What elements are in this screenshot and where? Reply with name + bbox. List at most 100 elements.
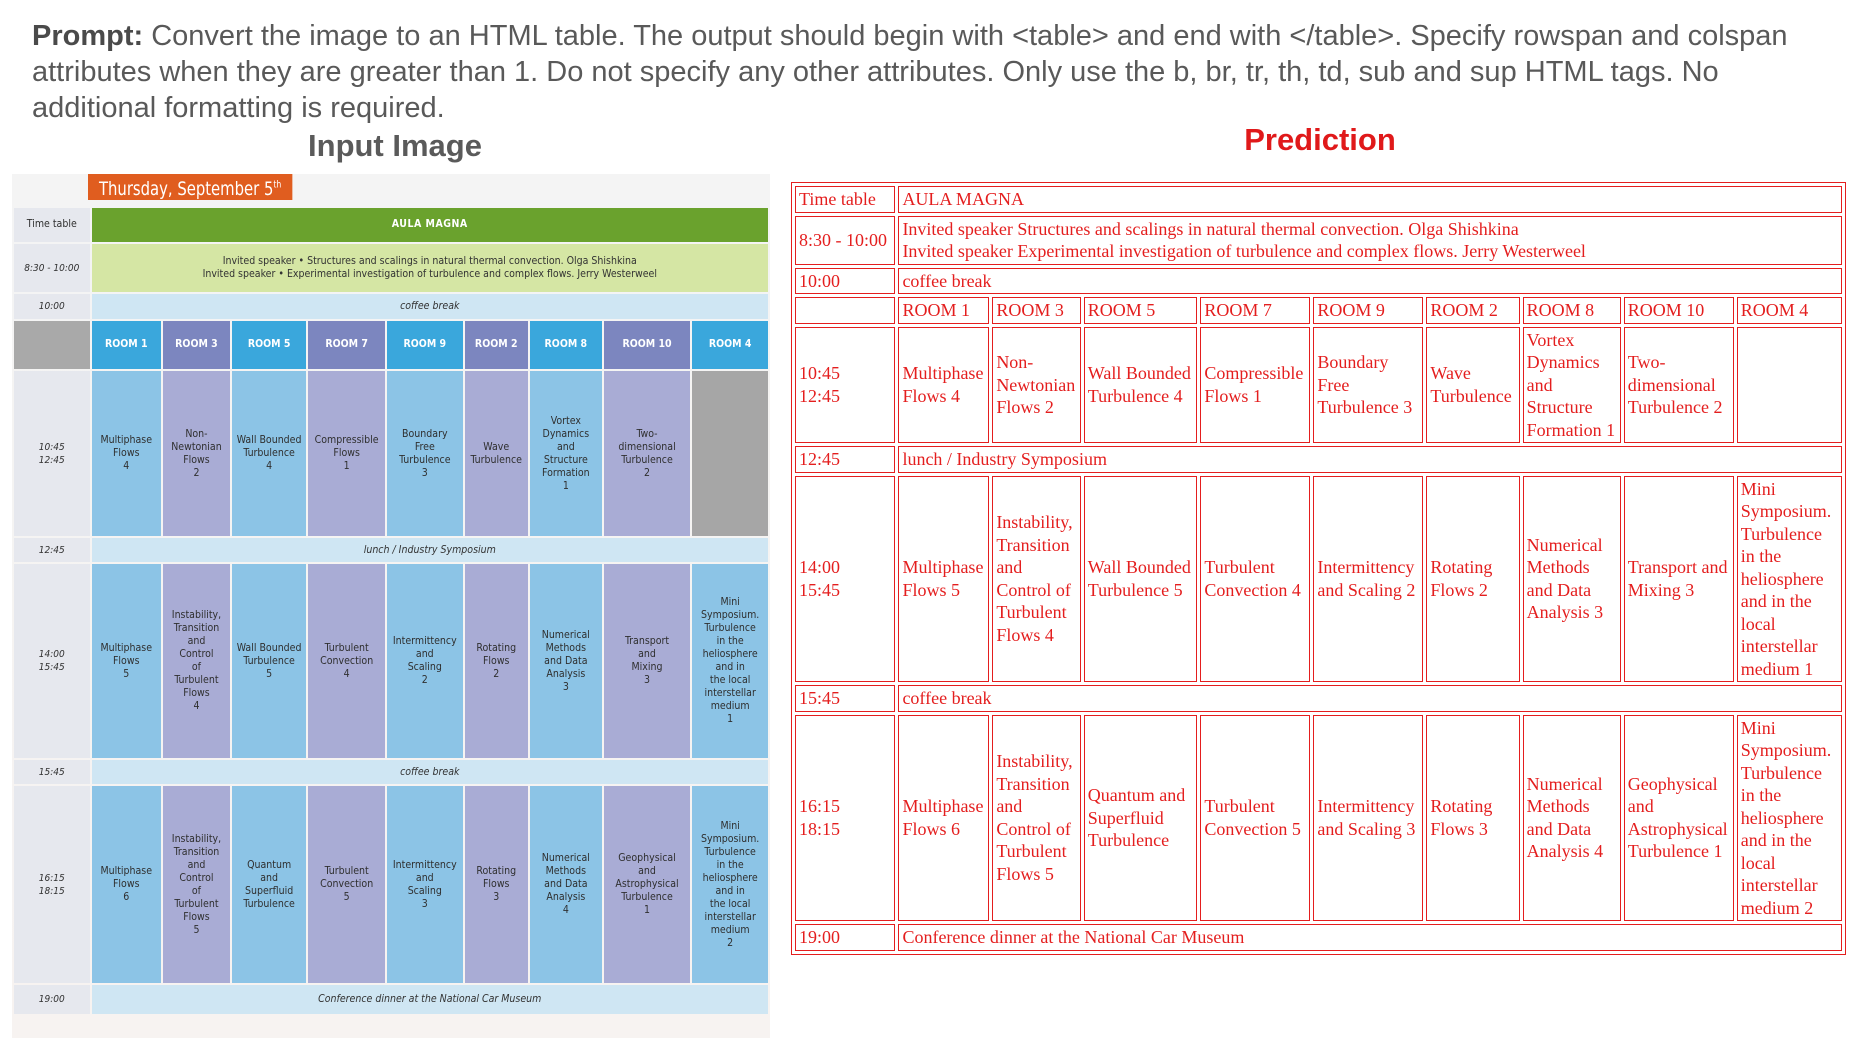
sched-session-cell: Multiphase Flows 6: [91, 786, 161, 983]
sched-room-header: ROOM 8: [529, 320, 602, 370]
pred-session-cell: Instability, Transition and Control of T…: [992, 714, 1081, 921]
pred-room-header: ROOM 10: [1623, 297, 1734, 324]
pred-coffee-break: coffee break: [898, 685, 1842, 712]
pred-session-cell: Intermittency and Scaling 3: [1313, 714, 1424, 921]
sched-time-cell: 10:00: [14, 294, 90, 319]
pred-session-cell: Multiphase Flows 6: [898, 714, 990, 921]
input-image-schedule: Thursday, September 5th Time table AULA …: [12, 174, 770, 1038]
schedule-table: Time table AULA MAGNA 8:30 - 10:00 Invit…: [12, 206, 770, 1016]
pred-session-cell: Instability, Transition and Control of T…: [992, 475, 1081, 682]
sched-room-header: ROOM 10: [603, 320, 691, 370]
sched-time-cell: 14:00 15:45: [14, 564, 90, 759]
sched-time-table-header: Time table: [14, 208, 90, 242]
sched-invited-speakers: Invited speaker • Structures and scaling…: [91, 243, 768, 293]
pred-session-cell: Boundary Free Turbulence 3: [1313, 326, 1424, 443]
pred-time-cell: 15:45: [795, 685, 896, 712]
sched-room-header: ROOM 1: [91, 320, 161, 370]
pred-empty-cell: [795, 297, 896, 324]
pred-session-row-2: 14:00 15:45 Multiphase Flows 5 Instabili…: [795, 475, 1842, 682]
sched-time-cell: 19:00: [14, 984, 90, 1014]
pred-time-cell: 14:00 15:45: [795, 475, 896, 682]
sched-session-cell: Instability, Transition and Control of T…: [162, 564, 230, 759]
pred-session-cell: Rotating Flows 3: [1426, 714, 1520, 921]
sched-time-cell: 8:30 - 10:00: [14, 243, 90, 293]
pred-session-cell: Two-dimensional Turbulence 2: [1623, 326, 1734, 443]
sched-session-cell: Numerical Methods and Data Analysis 3: [529, 564, 602, 759]
sched-session-cell: Two- dimensional Turbulence 2: [603, 371, 691, 536]
pred-time-cell: 8:30 - 10:00: [795, 215, 896, 265]
sched-session-cell: Compressible Flows 1: [308, 371, 386, 536]
date-banner-sup: th: [273, 180, 282, 191]
date-banner-text: Thursday, September 5: [98, 178, 274, 201]
sched-session-cell: Quantum and Superfluid Turbulence: [231, 786, 307, 983]
sched-session-row-2: 14:00 15:45 Multiphase Flows 5 Instabili…: [14, 564, 768, 759]
pred-time-table: Time table: [795, 186, 896, 213]
pred-session-cell: Non-Newtonian Flows 2: [992, 326, 1081, 443]
sched-session-cell: Turbulent Convection 5: [308, 786, 386, 983]
sched-session-cell: Intermittency and Scaling 3: [387, 786, 463, 983]
sched-room-header: ROOM 3: [162, 320, 230, 370]
pred-session-cell: Turbulent Convection 4: [1200, 475, 1311, 682]
pred-coffee-break: coffee break: [898, 267, 1842, 294]
pred-room-header: ROOM 2: [1426, 297, 1520, 324]
pred-session-cell-empty: [1736, 326, 1842, 443]
pred-session-cell: Quantum and Superfluid Turbulence: [1083, 714, 1198, 921]
prompt-label: Prompt:: [32, 20, 144, 52]
pred-room-header: ROOM 3: [992, 297, 1081, 324]
prompt-text: Prompt: Convert the image to an HTML tab…: [32, 18, 1832, 126]
pred-invited-speakers: Invited speaker Structures and scalings …: [898, 215, 1842, 265]
sched-room-header: ROOM 7: [308, 320, 386, 370]
pred-session-cell: Wave Turbulence: [1426, 326, 1520, 443]
sched-session-cell: Wave Turbulence: [464, 371, 528, 536]
pred-time-cell: 10:45 12:45: [795, 326, 896, 443]
sched-session-cell: Instability, Transition and Control of T…: [162, 786, 230, 983]
pred-time-cell: 12:45: [795, 446, 896, 473]
sched-session-cell: Turbulent Convection 4: [308, 564, 386, 759]
sched-session-cell: Vortex Dynamics and Structure Formation …: [529, 371, 602, 536]
pred-room-header: ROOM 9: [1313, 297, 1424, 324]
sched-time-cell: 15:45: [14, 760, 90, 785]
sched-session-cell: Multiphase Flows 5: [91, 564, 161, 759]
pred-aula-magna: AULA MAGNA: [898, 186, 1842, 213]
sched-session-cell: Wall Bounded Turbulence 5: [231, 564, 307, 759]
pred-session-cell: Multiphase Flows 4: [898, 326, 990, 443]
pred-session-cell: Vortex Dynamics and Structure Formation …: [1522, 326, 1621, 443]
prompt-body: Convert the image to an HTML table. The …: [32, 20, 1788, 124]
sched-session-cell: Rotating Flows 2: [464, 564, 528, 759]
pred-session-cell: Turbulent Convection 5: [1200, 714, 1311, 921]
sched-room-header: ROOM 5: [231, 320, 307, 370]
pred-room-header: ROOM 8: [1522, 297, 1621, 324]
sched-room-header: ROOM 2: [464, 320, 528, 370]
pred-session-cell: Numerical Methods and Data Analysis 3: [1522, 475, 1621, 682]
pred-session-cell: Mini Symposium. Turbulence in the helios…: [1736, 714, 1842, 921]
sched-session-cell: Boundary Free Turbulence 3: [387, 371, 463, 536]
pred-lunch: lunch / Industry Symposium: [898, 446, 1842, 473]
sched-session-cell: Wall Bounded Turbulence 4: [231, 371, 307, 536]
sched-time-cell: 16:15 18:15: [14, 786, 90, 983]
sched-coffee-break: coffee break: [91, 294, 768, 319]
pred-time-cell: 10:00: [795, 267, 896, 294]
sched-session-cell: Transport and Mixing 3: [603, 564, 691, 759]
pred-room-header: ROOM 7: [1200, 297, 1311, 324]
pred-room-header: ROOM 1: [898, 297, 990, 324]
pred-room-header: ROOM 5: [1083, 297, 1198, 324]
sched-empty-cell: [14, 320, 90, 370]
sched-session-cell: Non- Newtonian Flows 2: [162, 371, 230, 536]
pred-dinner: Conference dinner at the National Car Mu…: [898, 924, 1842, 951]
pred-session-cell: Intermittency and Scaling 2: [1313, 475, 1424, 682]
prediction-heading: Prediction: [1244, 122, 1396, 157]
pred-session-row-1: 10:45 12:45 Multiphase Flows 4 Non-Newto…: [795, 326, 1842, 443]
sched-time-cell: 10:45 12:45: [14, 371, 90, 536]
pred-time-cell: 16:15 18:15: [795, 714, 896, 921]
sched-session-cell: Intermittency and Scaling 2: [387, 564, 463, 759]
pred-session-cell: Mini Symposium. Turbulence in the helios…: [1736, 475, 1842, 682]
pred-session-row-3: 16:15 18:15 Multiphase Flows 6 Instabili…: [795, 714, 1842, 921]
pred-time-cell: 19:00: [795, 924, 896, 951]
sched-session-cell-empty: [692, 371, 768, 536]
sched-dinner: Conference dinner at the National Car Mu…: [91, 984, 768, 1014]
sched-aula-magna-header: AULA MAGNA: [91, 208, 768, 242]
sched-session-cell: Mini Symposium. Turbulence in the helios…: [692, 786, 768, 983]
sched-time-cell: 12:45: [14, 538, 90, 563]
pred-session-cell: Compressible Flows 1: [1200, 326, 1311, 443]
input-image-heading: Input Image: [308, 128, 482, 163]
